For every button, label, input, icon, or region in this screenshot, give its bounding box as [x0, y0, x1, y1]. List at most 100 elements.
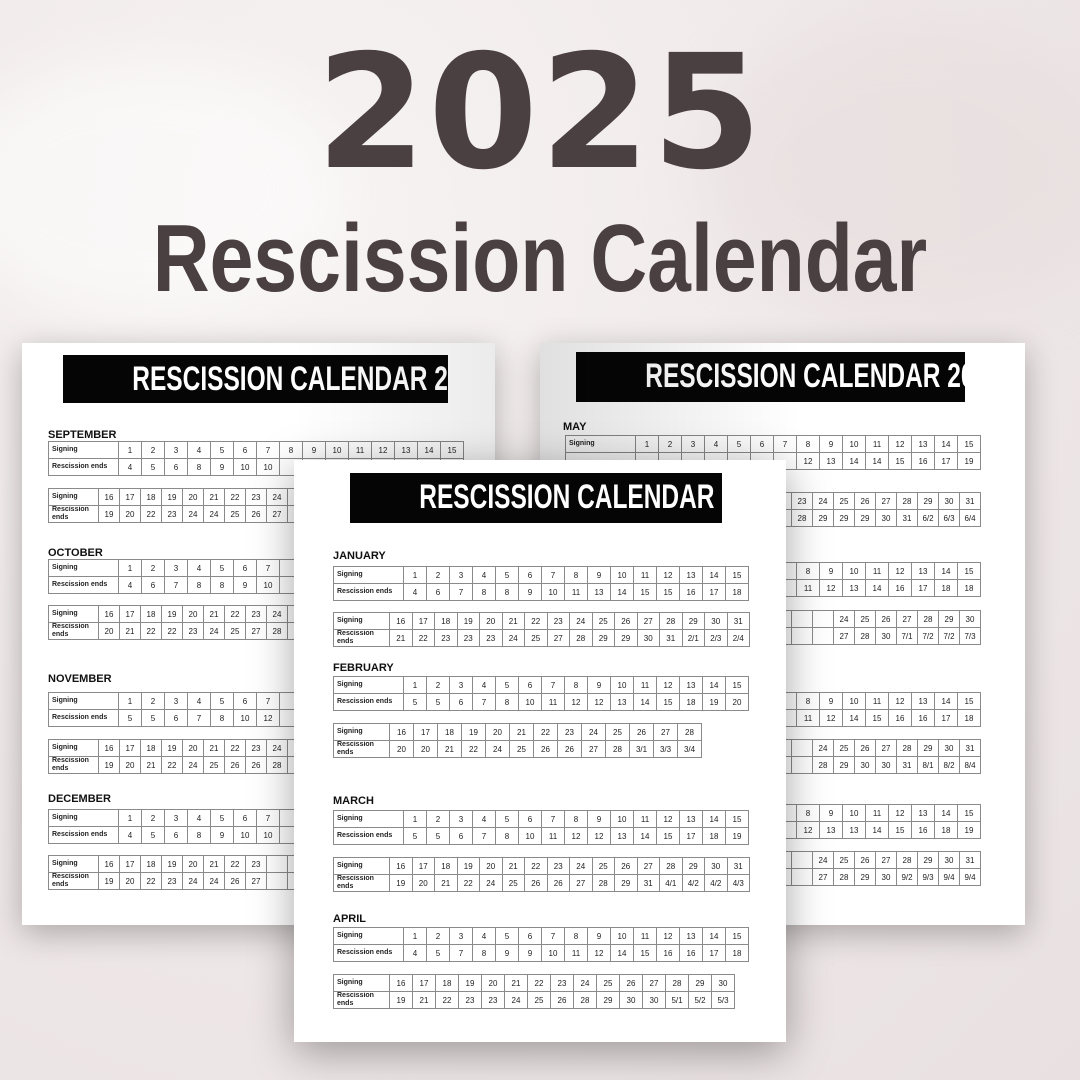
signing-day: 13: [911, 435, 935, 453]
rescission-end-date: 19: [98, 505, 120, 523]
signing-day: 21: [509, 723, 534, 741]
rescission-end-date: 12: [564, 827, 588, 845]
rescission-end-date: 6: [164, 458, 188, 476]
rescission-end-date: 16: [911, 452, 935, 470]
rescission-end-date: 17: [934, 452, 958, 470]
signing-row: Signing 1 2 3 4 5 6 7 8 9 10 11 12 13 14 15: [333, 927, 749, 945]
signing-day: 14: [702, 676, 726, 694]
signing-label: Signing: [48, 559, 119, 577]
signing-day: 6: [233, 692, 257, 710]
page-header: RESCISSION CALENDAR 2025: [576, 352, 965, 402]
rescission-end-date: 29: [833, 756, 855, 774]
rescission-end-date: 16: [679, 944, 703, 962]
rescission-end-date: 7/2: [917, 627, 939, 645]
rescission-end-date: 4: [118, 826, 142, 844]
rescission-end-date: 4: [403, 583, 427, 601]
rescission-end-date: 5: [141, 826, 165, 844]
rescission-end-date: 20: [389, 740, 414, 758]
signing-day: 25: [591, 857, 615, 875]
signing-day: 8: [564, 810, 588, 828]
rescission-end-date: 21: [437, 740, 462, 758]
rescission-end-date: 9: [210, 458, 234, 476]
rescission-end-date: 2/1: [681, 629, 705, 647]
signing-day: 29: [681, 857, 705, 875]
rescission-end-date: 20: [98, 622, 120, 640]
rescission-end-date: 30: [642, 991, 666, 1009]
rescission-end-date: 27: [812, 868, 834, 886]
signing-day: 6: [518, 927, 542, 945]
rescission-end-date: 17: [911, 579, 935, 597]
signing-day: 11: [633, 927, 657, 945]
signing-day: 7: [256, 441, 280, 459]
signing-label: Signing: [48, 441, 119, 459]
signing-day: 26: [629, 723, 654, 741]
signing-day: 17: [119, 605, 141, 623]
signing-day: 8: [796, 435, 820, 453]
rescission-end-date: 9: [518, 583, 542, 601]
signing-label: Signing: [333, 810, 404, 828]
signing-day: 9: [819, 804, 843, 822]
rescission-end-date: 10: [256, 576, 280, 594]
rescission-ends-row: Rescission ends 19 20 21 22 24 25 26 26 27 28 29 31 4…: [333, 874, 750, 892]
signing-day: 29: [938, 610, 960, 628]
rescission-end-date: 9/2: [896, 868, 918, 886]
signing-day: 11: [633, 566, 657, 584]
signing-day: 5: [495, 927, 519, 945]
rescission-ends-label: Rescission ends: [48, 756, 99, 774]
month-heading: DECEMBER: [48, 793, 111, 805]
rescission-end-date: 14: [842, 709, 866, 727]
signing-label: Signing: [333, 857, 390, 875]
rescission-end-date: 8/4: [959, 756, 981, 774]
rescission-end-date: 25: [224, 505, 246, 523]
rescission-end-date: [791, 868, 813, 886]
rescission-end-date: 5/2: [688, 991, 712, 1009]
signing-day: 12: [656, 927, 680, 945]
rescission-end-date: 30: [875, 756, 897, 774]
signing-day: 12: [888, 562, 912, 580]
signing-day: 24: [581, 723, 606, 741]
rescission-end-date: 12: [587, 827, 611, 845]
signing-day: 27: [875, 851, 897, 869]
rescission-ends-label: Rescission ends: [48, 826, 119, 844]
signing-day: 27: [875, 739, 897, 757]
signing-day: 14: [702, 566, 726, 584]
signing-day: 2: [141, 692, 165, 710]
rescission-end-date: 9: [233, 576, 257, 594]
signing-day: 16: [98, 488, 120, 506]
rescission-end-date: 5/3: [711, 991, 735, 1009]
rescission-end-date: 9/3: [917, 868, 939, 886]
signing-day: 18: [140, 739, 162, 757]
signing-label: Signing: [333, 566, 404, 584]
signing-day: 5: [210, 559, 234, 577]
rescission-end-date: 15: [888, 821, 912, 839]
signing-day: 4: [187, 441, 211, 459]
rescission-end-date: 28: [605, 740, 630, 758]
rescission-end-date: 3/4: [677, 740, 702, 758]
rescission-end-date: 13: [610, 827, 634, 845]
rescission-end-date: 13: [842, 821, 866, 839]
signing-day: 5: [495, 566, 519, 584]
rescission-ends-label: Rescission ends: [48, 505, 99, 523]
signing-day: 24: [573, 974, 597, 992]
rescission-end-date: 5: [141, 458, 165, 476]
rescission-end-date: 10: [541, 583, 565, 601]
signing-day: 4: [472, 676, 496, 694]
signing-day: 3: [449, 927, 473, 945]
signing-day: 1: [403, 927, 427, 945]
rescission-end-date: 24: [504, 991, 528, 1009]
rescission-end-date: 6/3: [938, 509, 960, 527]
signing-day: 9: [587, 676, 611, 694]
signing-day: 18: [140, 605, 162, 623]
signing-day: 11: [865, 435, 889, 453]
rescission-end-date: 27: [581, 740, 606, 758]
rescission-end-date: 14: [610, 944, 634, 962]
signing-day: 3: [164, 559, 188, 577]
signing-day: 8: [796, 692, 820, 710]
signing-day: 31: [726, 612, 750, 630]
rescission-end-date: 27: [245, 872, 267, 890]
signing-day: 18: [434, 612, 458, 630]
signing-label: Signing: [565, 435, 636, 453]
rescission-end-date: 8: [187, 576, 211, 594]
rescission-end-date: 31: [896, 509, 918, 527]
rescission-end-date: 28: [266, 622, 288, 640]
